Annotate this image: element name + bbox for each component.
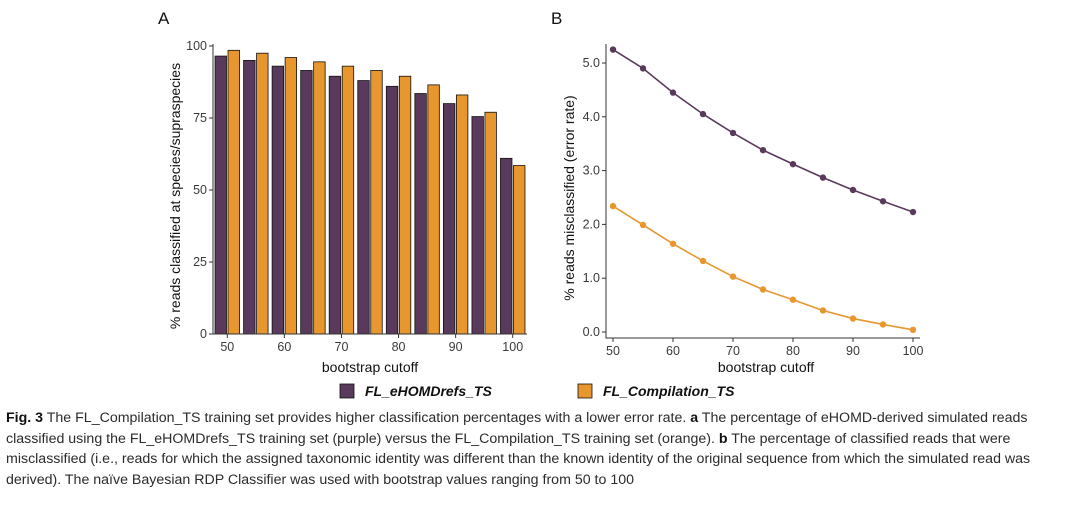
panel-b-ytick-label-1.0: 1.0 — [583, 271, 600, 285]
panel-b-xtick-label-60: 60 — [666, 344, 680, 358]
panel-a-xtick-label-100: 100 — [502, 340, 523, 354]
point-b-s1-60 — [669, 240, 677, 247]
bar-a-s0-75 — [357, 80, 370, 335]
bar-a-s1-70 — [341, 65, 355, 335]
panel-b-y-axis-label: % reads misclassified (error rate) — [561, 95, 577, 300]
panel-a-letter: A — [158, 9, 170, 28]
point-b-s0-100 — [909, 208, 917, 216]
panel-b-xtick-label-90: 90 — [846, 344, 860, 358]
point-b-s0-65 — [699, 110, 707, 118]
legend-swatch-1 — [577, 383, 593, 399]
line-b-series-0 — [612, 48, 914, 213]
bar-a-s0-90 — [442, 103, 456, 335]
bar-a-s1-65 — [313, 61, 326, 335]
panel-b-xtick-label-100: 100 — [903, 344, 924, 358]
bar-a-s0-80 — [385, 85, 399, 335]
bar-a-s1-55 — [256, 52, 269, 335]
point-b-s1-70 — [729, 273, 737, 280]
panel-a-ytick-label-100: 100 — [186, 39, 207, 53]
panel-a-xtick-label-80: 80 — [392, 340, 406, 354]
caption-text-2: The percentage of eHOMD-derived simulate… — [6, 410, 1028, 447]
bar-a-s1-60 — [284, 57, 298, 335]
point-b-s1-90 — [849, 315, 857, 322]
panel-a-xtick-label-60: 60 — [277, 340, 291, 354]
bar-a-s1-50 — [227, 49, 240, 335]
panel-b-ytick-label-4.0: 4.0 — [583, 110, 600, 124]
panel-a-xtick-label-50: 50 — [220, 340, 234, 354]
panel-b-ytick-label-0.0: 0.0 — [583, 325, 600, 339]
legend: FL_eHOMDrefs_TS FL_Compilation_TS — [339, 383, 735, 399]
bar-a-s0-100 — [500, 157, 513, 335]
point-b-s0-60 — [669, 89, 677, 96]
bar-a-s0-70 — [328, 75, 342, 335]
caption-text-3: The percentage of classified reads that … — [6, 430, 1031, 488]
caption-part-a: a — [690, 410, 699, 426]
panel-a-ytick-label-0: 0 — [200, 327, 207, 341]
bar-a-s1-75 — [370, 70, 383, 335]
point-b-s1-95 — [879, 321, 887, 328]
point-b-s1-80 — [789, 296, 797, 303]
point-b-s0-95 — [879, 198, 887, 205]
point-b-s1-85 — [819, 307, 827, 314]
figure-svg: A B 0 25 50 75 100 50 60 70 80 90 100 bootstrap cut… — [158, 9, 923, 399]
bar-a-s0-50 — [214, 55, 227, 335]
legend-label-1: FL_Compilation_TS — [603, 383, 735, 399]
point-b-s0-50 — [609, 46, 617, 53]
panel-a-xtick-label-70: 70 — [335, 340, 349, 354]
point-b-s0-75 — [759, 146, 767, 154]
bar-a-s1-95 — [484, 111, 497, 335]
bar-a-s0-95 — [471, 116, 484, 335]
legend-label-0: FL_eHOMDrefs_TS — [365, 383, 492, 399]
panel-a-xtick-label-90: 90 — [449, 340, 463, 354]
line-b-series-1 — [612, 205, 914, 331]
bar-a-s0-65 — [300, 70, 313, 335]
bar-a-s0-85 — [414, 93, 427, 335]
bar-a-s0-60 — [271, 65, 285, 335]
point-b-s1-65 — [699, 257, 707, 265]
bar-a-s1-90 — [455, 94, 469, 335]
bar-a-s1-85 — [427, 84, 440, 335]
panel-b-xtick-label-80: 80 — [786, 344, 800, 358]
point-b-s1-75 — [759, 286, 767, 293]
point-b-s0-70 — [729, 129, 737, 137]
panel-b-xtick-label-70: 70 — [726, 344, 740, 358]
point-b-s0-55 — [639, 65, 647, 72]
panel-b-ytick-label-5.0: 5.0 — [583, 56, 600, 70]
caption-text-1: The FL_Compilation_TS training set provi… — [43, 410, 691, 426]
panel-a-ytick-label-25: 25 — [193, 255, 207, 269]
figure-caption: Fig. 3 The FL_Compilation_TS training se… — [6, 408, 1074, 490]
panel-a-y-axis-label: % reads classified at species/supraspeci… — [167, 63, 183, 329]
bar-a-s1-80 — [398, 75, 412, 335]
point-b-s0-80 — [789, 160, 797, 168]
figure: A B 0 25 50 75 100 50 60 70 80 90 100 bootstrap cut… — [158, 9, 923, 399]
point-b-s1-55 — [639, 221, 647, 229]
panel-a-ytick-label-75: 75 — [193, 111, 207, 125]
point-b-s0-85 — [819, 174, 827, 181]
point-b-s0-90 — [849, 186, 857, 194]
panel-a-bar-chart: 0 25 50 75 100 50 60 70 80 90 100 bootstrap cutoff%… — [167, 39, 527, 375]
bar-a-s1-100 — [513, 165, 526, 335]
panel-b-letter: B — [551, 9, 562, 28]
panel-b-xtick-label-50: 50 — [606, 344, 620, 358]
fig-label: Fig. 3 — [6, 410, 44, 426]
panel-b-x-axis-label: bootstrap cutoff — [718, 359, 814, 375]
panel-b-ytick-label-3.0: 3.0 — [583, 164, 600, 178]
bar-a-s0-55 — [243, 60, 256, 335]
panel-b-ytick-label-2.0: 2.0 — [583, 217, 600, 231]
panel-b-line-chart: 0.0 1.0 2.0 3.0 4.0 5.0 50 60 70 80 90 100 bootstrap… — [561, 44, 923, 375]
panel-a-x-axis-label: bootstrap cutoff — [322, 359, 418, 375]
caption-part-b: b — [718, 430, 728, 447]
point-b-s1-50 — [609, 202, 617, 210]
panel-a-ytick-label-50: 50 — [193, 183, 207, 197]
legend-swatch-0 — [339, 383, 355, 399]
point-b-s1-100 — [909, 326, 917, 334]
